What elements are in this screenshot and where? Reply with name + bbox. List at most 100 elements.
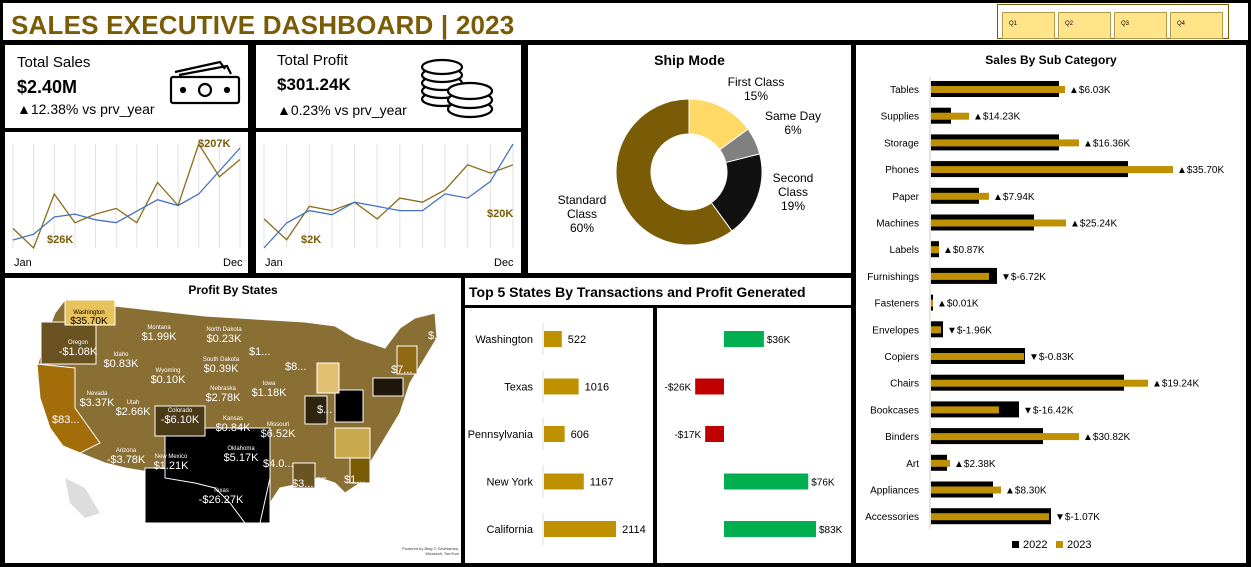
bar-2023 bbox=[931, 459, 950, 467]
map-label-arizona: Arizona -$3.78K bbox=[106, 448, 146, 466]
sales-start-label: Jan bbox=[14, 257, 32, 269]
change-label: ▲$6.03K bbox=[1069, 85, 1111, 96]
change-label: ▲$16.36K bbox=[1083, 138, 1130, 149]
transaction-value-label: 2114 bbox=[622, 524, 646, 536]
legend-2022: 2022 bbox=[1012, 539, 1047, 551]
change-label: ▼$-16.42K bbox=[1023, 405, 1074, 416]
total-sales-change: ▲12.38% vs prv_year bbox=[17, 101, 155, 117]
map-label-california: $83... bbox=[52, 414, 80, 426]
subcategory-label: Chairs bbox=[890, 379, 919, 390]
map-label-mississippi: $3... bbox=[292, 478, 314, 490]
subcategory-label: Envelopes bbox=[872, 325, 919, 336]
state-label: Texas bbox=[504, 382, 533, 394]
subcategory-card: Sales By Sub Category Tables ▲$6.03K Suppl… bbox=[856, 45, 1246, 563]
change-label: ▼$-1.07K bbox=[1055, 512, 1100, 523]
subcategory-label: Phones bbox=[885, 165, 919, 176]
total-sales-label: Total Sales bbox=[17, 54, 91, 71]
change-label: ▲$14.23K bbox=[973, 112, 1020, 123]
change-label: ▲$7.94K bbox=[993, 192, 1035, 203]
legend-2023: 2023 bbox=[1056, 539, 1091, 551]
top5-title-card: Top 5 States By Transactions and Profit … bbox=[465, 278, 851, 305]
quarter-button-q2[interactable]: Q2 bbox=[1058, 12, 1111, 39]
map-label-nevada: Nevada $3.37K bbox=[79, 391, 115, 409]
map-label-south-dakota: South Dakota $0.39K bbox=[202, 357, 240, 375]
transaction-bar bbox=[544, 521, 617, 537]
subcategory-label: Furnishings bbox=[867, 272, 919, 283]
dashboard-title: SALES EXECUTIVE DASHBOARD | 2023 bbox=[11, 10, 515, 40]
first-class-label: First Class 15% bbox=[727, 75, 785, 103]
ship-mode-donut bbox=[615, 98, 763, 246]
subcategory-label: Storage bbox=[884, 138, 919, 149]
map-label-illinois: $... bbox=[317, 404, 333, 416]
total-profit-value: $301.24K bbox=[277, 75, 351, 94]
profit-value-label: -$17K bbox=[674, 430, 701, 441]
change-label: ▲$35.70K bbox=[1177, 165, 1224, 176]
total-profit-card: Total Profit $301.24K ▲0.23% vs prv_year bbox=[256, 45, 521, 128]
transaction-bar bbox=[544, 331, 562, 347]
transaction-bar bbox=[544, 426, 565, 442]
subcategory-chart: Tables ▲$6.03K Supplies ▲$14.23K Storage ▲$16… bbox=[865, 77, 1224, 529]
bar-2023 bbox=[931, 326, 941, 334]
profit-peak-label: $20K bbox=[487, 208, 514, 220]
map-label-georgia: $1... bbox=[344, 474, 366, 486]
map-label-idaho: Idaho $0.83K bbox=[103, 352, 139, 370]
profit-trend-card: $20K $2K Jan Dec bbox=[256, 132, 521, 273]
subcategory-label: Appliances bbox=[870, 486, 919, 497]
top5-transactions-card: Washington 522 Texas 1016 Pennsylvania 606 New… bbox=[465, 308, 653, 563]
profit-end-label: Dec bbox=[494, 257, 514, 269]
profit-trend-chart bbox=[263, 143, 514, 249]
cash-icon bbox=[169, 60, 241, 105]
donut-slice bbox=[615, 98, 733, 246]
map-label-new-mexico: New Mexico $1.21K bbox=[153, 454, 189, 472]
bar-2023 bbox=[931, 246, 939, 254]
profit-bar bbox=[705, 426, 724, 442]
transaction-bar bbox=[544, 378, 579, 395]
sales-trend-chart bbox=[12, 142, 241, 250]
map-label-texas: Texas -$26.27K bbox=[198, 488, 244, 506]
map-label-washington: Washington $35.70K bbox=[70, 310, 108, 327]
map-label-nebraska: Nebraska $2.78K bbox=[205, 386, 241, 404]
bar-2023 bbox=[931, 353, 1024, 360]
subcategory-label: Bookcases bbox=[870, 405, 919, 416]
ship-mode-card: Ship Mode First Class 15% Same Day 6% Seco… bbox=[528, 45, 851, 273]
bar-2023 bbox=[931, 86, 1065, 93]
state-label: Washington bbox=[475, 334, 533, 346]
bar-2023 bbox=[931, 166, 1173, 174]
map-label-utah: Utah $2.66K bbox=[115, 400, 151, 418]
bar-2023 bbox=[931, 486, 1001, 494]
subcategory-label: Fasteners bbox=[875, 299, 919, 310]
quarter-button-q4[interactable]: Q4 bbox=[1170, 12, 1223, 39]
quarter-button-q1[interactable]: Q1 bbox=[1002, 12, 1055, 39]
bar-2023 bbox=[931, 272, 989, 280]
state-label: New York bbox=[487, 477, 534, 489]
change-label: ▼$-0.83K bbox=[1029, 352, 1074, 363]
bar-2023 bbox=[931, 139, 1079, 147]
subcategory-label: Tables bbox=[890, 85, 919, 96]
profit-low-label: $2K bbox=[301, 234, 322, 246]
usa-map bbox=[36, 299, 438, 524]
trend-series-line bbox=[263, 143, 514, 249]
sales-trend-card: $207K $26K Jan Dec bbox=[5, 132, 248, 273]
profit-value-label: $36K bbox=[767, 335, 791, 346]
profit-value-label: -$26K bbox=[664, 383, 691, 394]
transaction-bar bbox=[544, 473, 584, 490]
map-label-arkansas: $4.0... bbox=[263, 458, 294, 470]
map-label-colorado: Colorado -$6.10K bbox=[160, 408, 200, 426]
subcategory-label: Labels bbox=[890, 245, 919, 256]
sales-end-label: Dec bbox=[223, 257, 243, 269]
map-label-oregon: Oregon -$1.08K bbox=[58, 340, 98, 358]
quarter-button-q3[interactable]: Q3 bbox=[1114, 12, 1167, 39]
map-label-wisconsin: $8... bbox=[285, 361, 307, 373]
quarter-slicer: Q1 Q2 Q3 Q4 bbox=[997, 4, 1229, 39]
map-label-montana: Montana $1.99K bbox=[141, 325, 177, 343]
subcategory-label: Copiers bbox=[885, 352, 919, 363]
profit-bar bbox=[724, 331, 764, 347]
subcategory-label: Accessories bbox=[865, 512, 919, 523]
bar-2023 bbox=[931, 406, 999, 414]
change-label: ▼$-1.96K bbox=[947, 325, 992, 336]
change-label: ▲$0.01K bbox=[937, 299, 979, 310]
same-day-label: Same Day 6% bbox=[764, 109, 822, 137]
header-bar: SALES EXECUTIVE DASHBOARD | 2023 Q1 Q2 Q… bbox=[3, 3, 1248, 40]
profit-start-label: Jan bbox=[265, 257, 283, 269]
bar-2023 bbox=[931, 299, 933, 307]
